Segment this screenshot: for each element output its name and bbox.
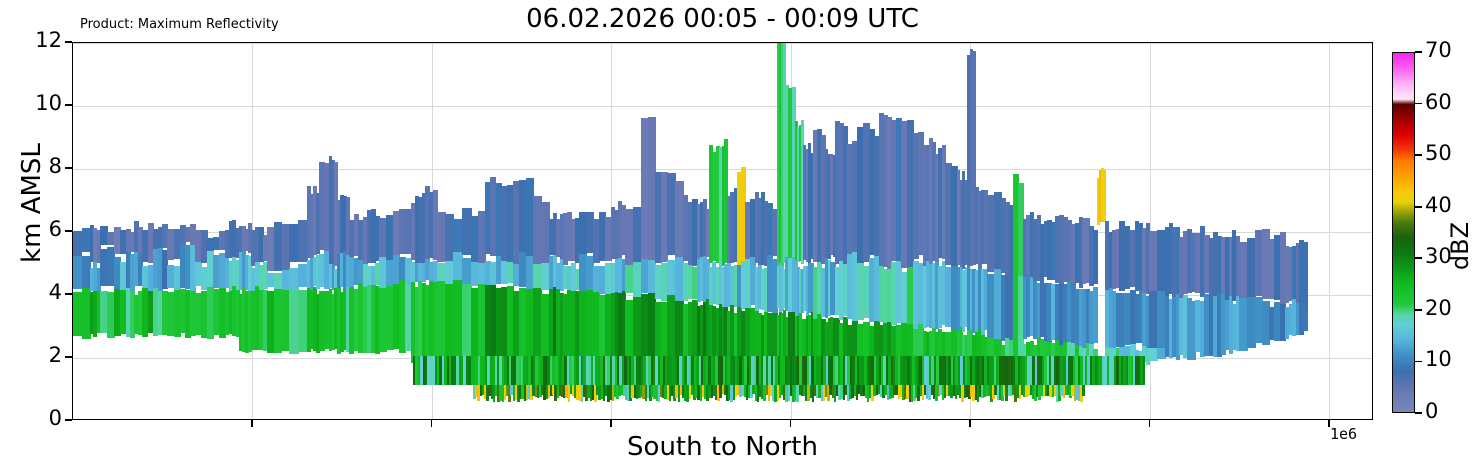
colorbar-tick-label: 70 xyxy=(1425,38,1452,62)
x-axis-tick-mark xyxy=(969,420,971,427)
y-axis-tick-label: 10 xyxy=(35,91,62,115)
colorbar-tick-mark xyxy=(1415,360,1422,363)
y-axis-tick-mark xyxy=(65,419,72,421)
colorbar-tick-label: 30 xyxy=(1425,244,1452,269)
y-axis-tick-label: 6 xyxy=(48,217,62,241)
y-axis-tick-mark xyxy=(65,104,72,106)
colorbar-tick-mark xyxy=(1415,102,1422,105)
colorbar-tick-mark xyxy=(1415,257,1422,260)
colorbar-tick-label: 50 xyxy=(1425,141,1452,166)
y-axis-label: km AMSL xyxy=(17,143,47,263)
radar-reflectivity-data xyxy=(73,43,1372,419)
x-axis-tick-mark xyxy=(251,420,254,427)
y-axis-tick-mark xyxy=(65,230,72,232)
colorbar-tick-label: 40 xyxy=(1425,192,1452,217)
x-axis-tick-mark xyxy=(789,420,792,427)
y-axis-tick-mark xyxy=(65,41,72,43)
y-axis-tick-mark xyxy=(65,167,72,169)
x-axis-label: South to North xyxy=(627,432,818,462)
x-axis-offset-text: 1e6 xyxy=(1330,425,1358,443)
colorbar-tick-mark xyxy=(1415,154,1422,156)
product-label: Product: Maximum Reflectivity xyxy=(80,17,279,32)
y-axis-tick-label: 4 xyxy=(48,280,62,304)
colorbar-gradient xyxy=(1393,53,1414,412)
x-axis-tick-mark xyxy=(430,420,433,427)
colorbar-tick-label: 0 xyxy=(1425,399,1439,423)
y-axis-tick-mark xyxy=(65,293,72,295)
plot-area[interactable] xyxy=(72,42,1373,420)
x-axis-tick-mark xyxy=(610,420,612,427)
colorbar-tick-mark xyxy=(1415,205,1422,208)
colorbar-tick-label: 60 xyxy=(1425,89,1452,114)
page-title: 06.02.2026 00:05 - 00:09 UTC xyxy=(526,4,919,34)
x-axis-tick-mark xyxy=(1148,420,1151,427)
x-axis-tick-mark xyxy=(1328,420,1330,427)
y-axis-tick-label: 8 xyxy=(48,154,62,178)
colorbar-tick-label: 10 xyxy=(1425,347,1452,372)
colorbar[interactable] xyxy=(1392,52,1415,413)
y-axis-tick-label: 2 xyxy=(48,343,62,367)
colorbar-label: dBZ xyxy=(1446,221,1474,271)
y-axis-tick-mark xyxy=(65,356,72,358)
y-axis-tick-label: 12 xyxy=(35,28,62,52)
colorbar-tick-label: 20 xyxy=(1425,295,1452,320)
y-axis-tick-label: 0 xyxy=(48,406,62,430)
colorbar-tick-mark xyxy=(1415,309,1422,311)
colorbar-tick-mark xyxy=(1415,51,1422,53)
colorbar-tick-mark xyxy=(1415,412,1422,414)
